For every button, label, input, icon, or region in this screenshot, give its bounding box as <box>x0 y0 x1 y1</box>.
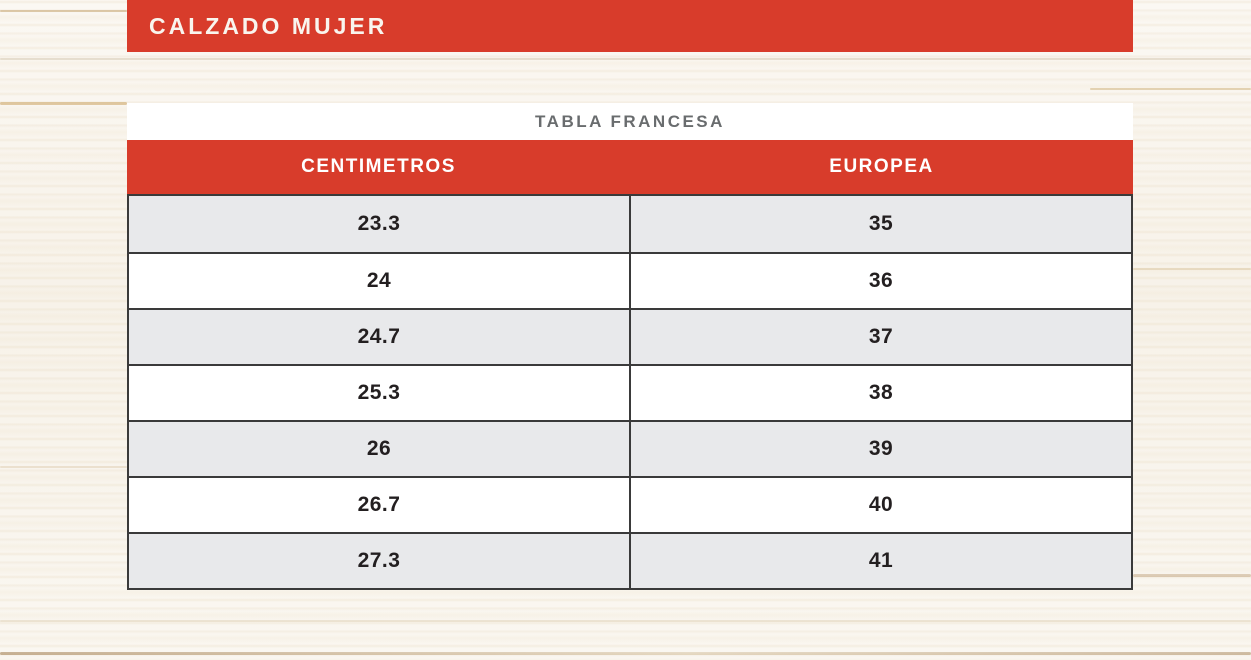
wood-grain-streak <box>0 620 1251 622</box>
table-title: TABLA FRANCESA <box>127 103 1133 140</box>
cm-value: 24 <box>129 254 631 308</box>
eu-value: 38 <box>868 381 894 404</box>
cm-value: 25.3 <box>129 366 631 420</box>
section-title-bar: CALZADO MUJER <box>127 0 1133 52</box>
table-row: 26 39 <box>129 420 1131 476</box>
page-title: CALZADO MUJER <box>149 12 388 39</box>
table-header-row: CENTIMETROS EUROPEA <box>127 140 1133 194</box>
table-body: 23.3 35 24 36 24.7 37 25.3 38 26 39 26.7… <box>127 194 1133 590</box>
table-row: 23.3 35 <box>129 196 1131 252</box>
eu-value: 40 <box>868 493 894 516</box>
wood-grain-streak <box>0 466 127 468</box>
wood-grain-streak <box>0 102 127 105</box>
cm-value: 24.7 <box>129 310 631 364</box>
wood-grain-streak <box>1133 574 1251 577</box>
eu-value: 35 <box>868 212 894 235</box>
wood-grain-streak <box>1090 88 1251 90</box>
column-header-centimetros: CENTIMETROS <box>301 156 456 177</box>
table-row: 25.3 38 <box>129 364 1131 420</box>
wood-grain-streak <box>0 10 127 12</box>
cm-value: 26.7 <box>129 478 631 532</box>
wood-grain-streak <box>1133 268 1251 270</box>
wood-grain-streak <box>0 652 1251 655</box>
eu-value: 36 <box>868 269 894 292</box>
cm-value: 26 <box>129 422 631 476</box>
table-row: 27.3 41 <box>129 532 1131 588</box>
table-row: 24.7 37 <box>129 308 1131 364</box>
table-row: 24 36 <box>129 252 1131 308</box>
cm-value: 27.3 <box>129 534 631 588</box>
eu-value: 41 <box>868 549 894 572</box>
eu-value: 39 <box>868 437 894 460</box>
size-conversion-table: TABLA FRANCESA CENTIMETROS EUROPEA 23.3 … <box>127 103 1133 590</box>
eu-value: 37 <box>868 325 894 348</box>
cm-value: 23.3 <box>129 196 631 252</box>
table-row: 26.7 40 <box>129 476 1131 532</box>
column-header-europea: EUROPEA <box>829 156 934 177</box>
wood-grain-streak <box>0 58 1251 60</box>
